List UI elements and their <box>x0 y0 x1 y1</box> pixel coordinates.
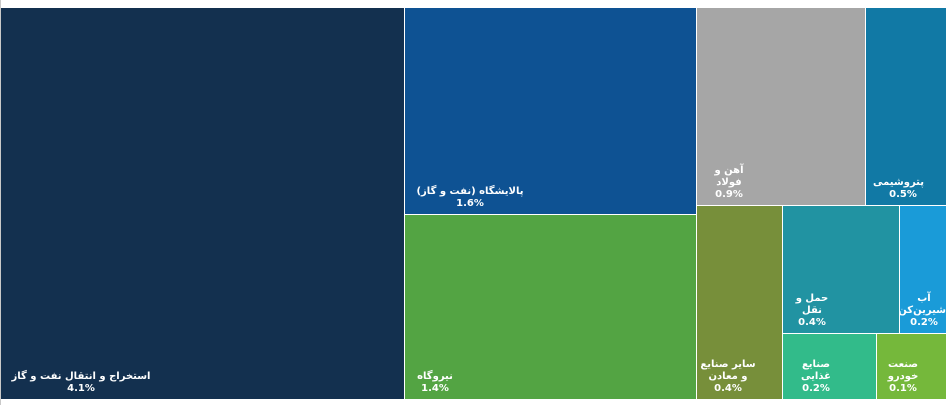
treemap-tile-label: آهن و فولاد 0.9% <box>705 165 753 201</box>
category-label: صنایع غذایی <box>801 359 831 382</box>
treemap-tile-7: حمل و نقل 0.4% <box>783 206 900 334</box>
category-label: حمل و نقل <box>795 293 829 316</box>
value-label: 4.1% <box>67 383 95 394</box>
treemap-tile-2: پالایشگاه (نفت و گاز) 1.6% <box>405 8 697 215</box>
value-label: 0.2% <box>910 317 938 328</box>
treemap-tile-8: آب شیرین‌کن 0.2% <box>900 206 947 334</box>
treemap-tile-9: صنایع غذایی 0.2% <box>783 334 877 400</box>
treemap-tile-4: آهن و فولاد 0.9% <box>697 8 866 206</box>
treemap-tile-5: پتروشیمی 0.5% <box>866 8 947 206</box>
frame-left-line <box>0 0 1 405</box>
treemap-tile-label: استخراج و انتقال نفت و گاز 4.1% <box>11 371 151 395</box>
category-label: پالایشگاه (نفت و گاز) <box>416 186 524 197</box>
treemap-tile-1: استخراج و انتقال نفت و گاز 4.1% <box>1 8 405 400</box>
category-label: صنعت خودرو <box>887 359 919 382</box>
treemap-tile-label: حمل و نقل 0.4% <box>789 293 835 329</box>
value-label: 0.9% <box>715 189 743 200</box>
category-label: پتروشیمی <box>872 177 924 188</box>
treemap-tile-label: آب شیرین‌کن 0.2% <box>900 293 946 329</box>
category-label: آهن و فولاد <box>714 165 744 188</box>
treemap-tile-label: صنعت خودرو 0.1% <box>877 359 929 395</box>
treemap-tile-10: صنعت خودرو 0.1% <box>877 334 947 400</box>
value-label: 0.4% <box>714 383 742 394</box>
value-label: 0.2% <box>802 383 830 394</box>
value-label: 1.4% <box>421 383 449 394</box>
category-label: استخراج و انتقال نفت و گاز <box>11 371 151 382</box>
category-label: سایر صنایع و معادن <box>700 359 756 382</box>
value-label: 1.6% <box>456 198 484 209</box>
treemap-tile-label: پالایشگاه (نفت و گاز) 1.6% <box>415 186 525 210</box>
treemap-tile-3: نیروگاه 1.4% <box>405 215 697 400</box>
value-label: 0.4% <box>798 317 826 328</box>
treemap-tile-label: پتروشیمی 0.5% <box>873 177 924 201</box>
treemap-tile-label: سایر صنایع و معادن 0.4% <box>697 359 759 395</box>
treemap-tile-label: صنایع غذایی 0.2% <box>789 359 843 395</box>
category-label: نیروگاه <box>417 371 453 382</box>
value-label: 0.5% <box>889 189 917 200</box>
category-label: آب شیرین‌کن <box>900 293 946 316</box>
treemap-tile-label: نیروگاه 1.4% <box>415 371 455 395</box>
treemap-tile-6: سایر صنایع و معادن 0.4% <box>697 206 783 400</box>
value-label: 0.1% <box>889 383 917 394</box>
